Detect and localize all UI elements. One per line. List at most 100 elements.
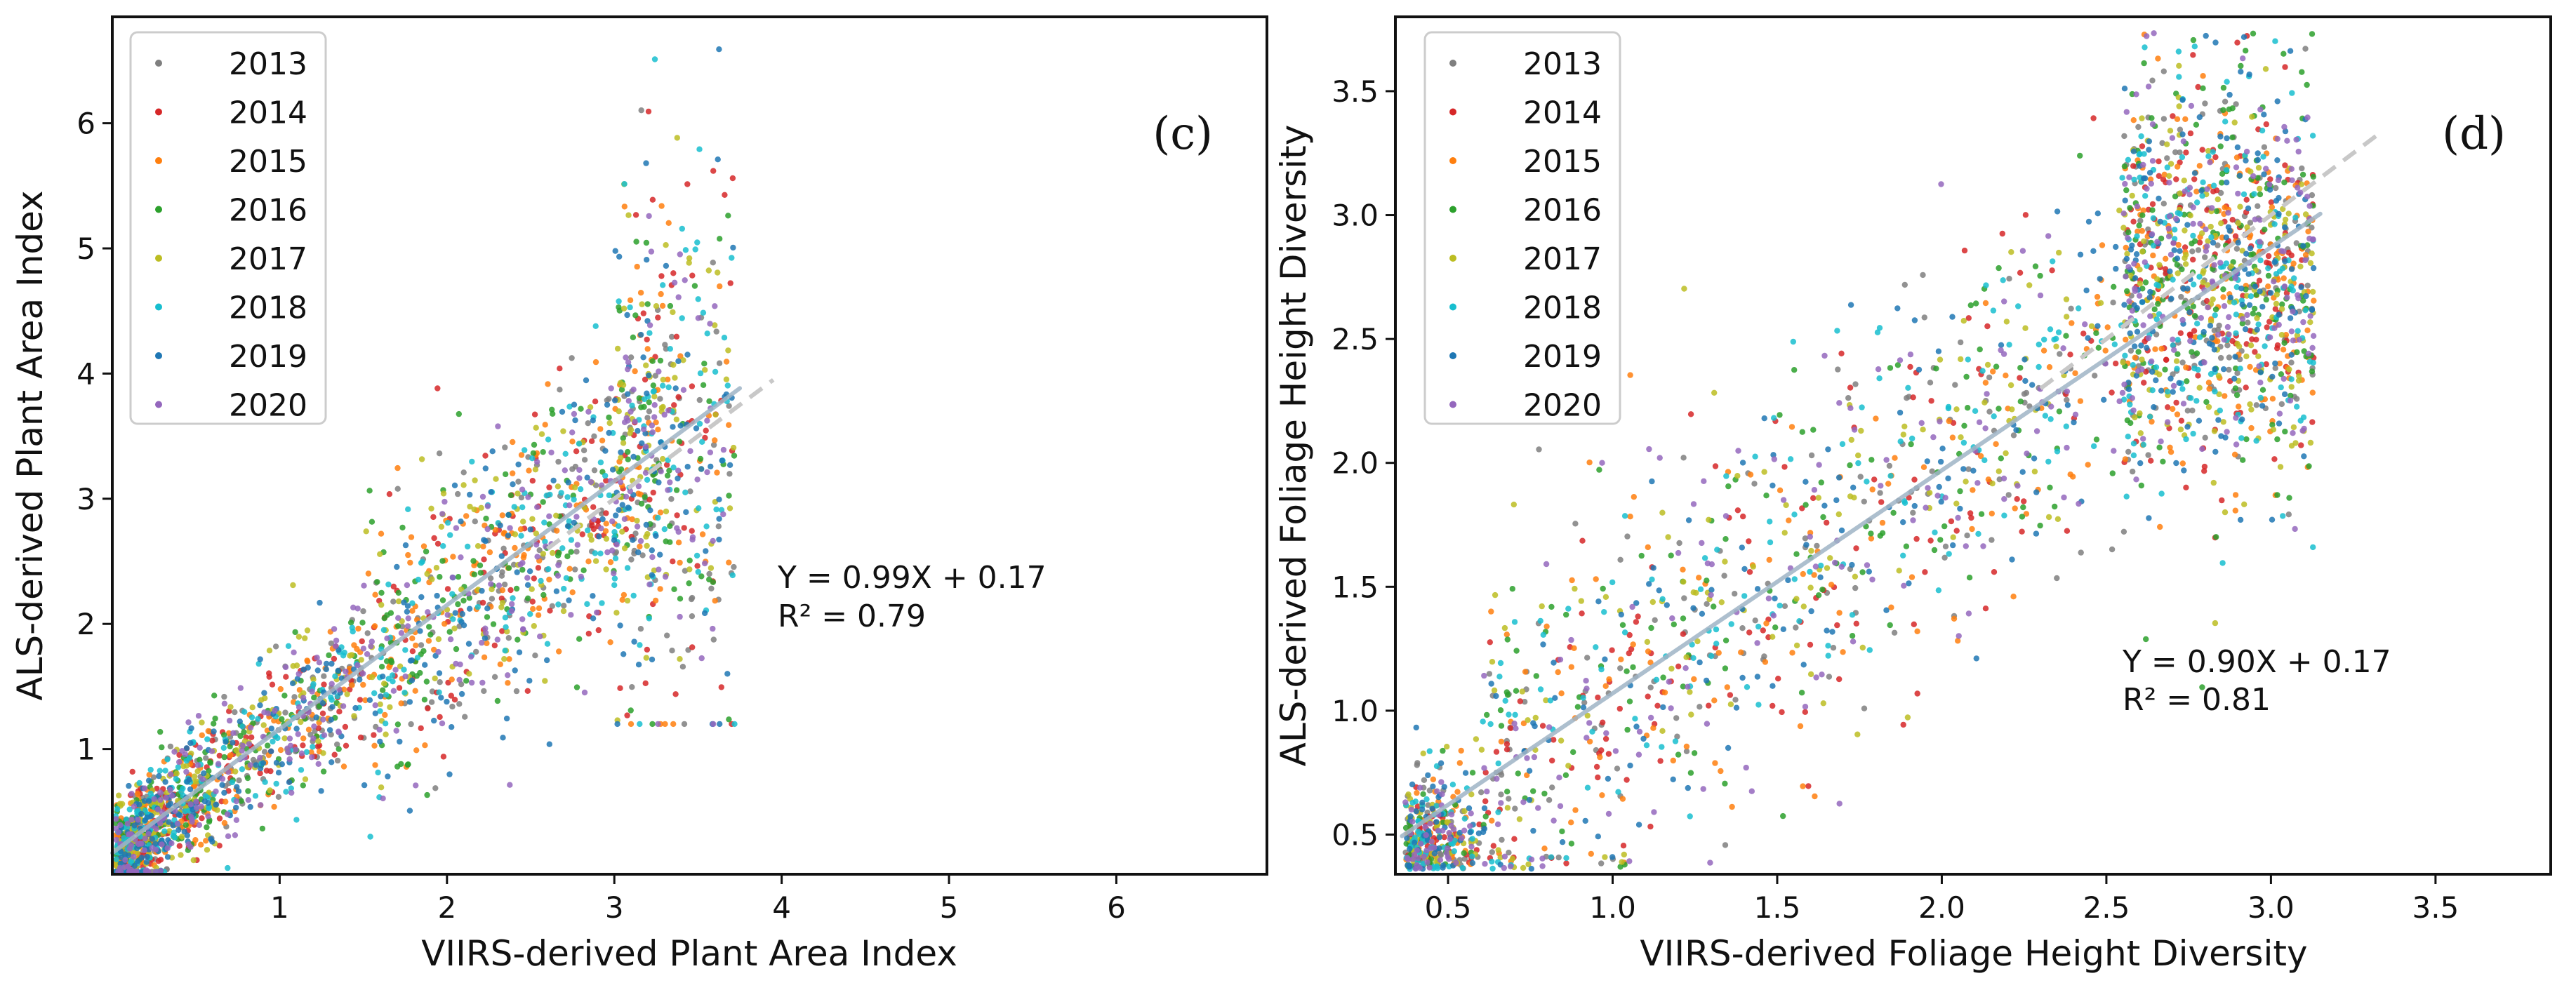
- data-point: [603, 477, 609, 484]
- data-point: [1649, 576, 1655, 582]
- data-point: [138, 810, 145, 817]
- data-point: [2248, 168, 2254, 175]
- data-point: [2017, 269, 2024, 276]
- data-point: [2300, 243, 2306, 249]
- data-point: [336, 709, 343, 715]
- data-point: [1966, 575, 1973, 581]
- data-point: [1803, 542, 1810, 548]
- data-point: [2124, 288, 2130, 295]
- data-point: [176, 843, 182, 849]
- data-point: [653, 303, 660, 309]
- data-point: [317, 599, 323, 606]
- data-point: [409, 677, 416, 683]
- data-point: [372, 702, 378, 709]
- data-point: [171, 749, 178, 755]
- data-point: [2302, 211, 2309, 218]
- data-point: [2269, 516, 2276, 523]
- data-point: [1908, 441, 1914, 448]
- data-point: [2184, 424, 2191, 430]
- data-point: [422, 662, 428, 668]
- data-point: [710, 537, 716, 544]
- data-point: [1478, 789, 1485, 796]
- data-point: [1580, 695, 1586, 701]
- data-point: [1972, 408, 1979, 414]
- data-point: [2173, 176, 2179, 182]
- data-point: [663, 462, 670, 468]
- data-point: [2158, 387, 2165, 394]
- data-point: [489, 586, 495, 593]
- data-point: [2248, 424, 2255, 432]
- data-point: [629, 516, 635, 523]
- data-point: [710, 625, 716, 632]
- data-point: [1851, 495, 1857, 501]
- data-point: [1578, 598, 1584, 604]
- data-point: [569, 355, 575, 361]
- data-point: [481, 537, 487, 543]
- data-point: [2299, 69, 2305, 75]
- data-point: [359, 620, 366, 626]
- data-point: [1547, 697, 1554, 704]
- data-point: [1543, 697, 1549, 704]
- data-point: [1619, 796, 1626, 802]
- data-point: [2165, 404, 2171, 410]
- data-point: [2045, 514, 2052, 521]
- data-point: [1676, 540, 1682, 547]
- data-point: [513, 585, 520, 592]
- data-point: [482, 465, 489, 471]
- data-point: [142, 785, 148, 791]
- data-point: [444, 519, 451, 526]
- data-point: [1779, 709, 1785, 716]
- data-point: [620, 591, 628, 598]
- data-point: [2248, 293, 2255, 300]
- data-point: [2239, 320, 2245, 327]
- data-point: [2077, 251, 2084, 257]
- data-point: [1810, 427, 1817, 433]
- data-point: [328, 759, 335, 765]
- data-point: [621, 181, 628, 187]
- data-point: [335, 667, 341, 674]
- data-point: [332, 673, 338, 680]
- data-point: [326, 652, 332, 659]
- data-point: [2003, 373, 2009, 379]
- data-point: [349, 682, 355, 688]
- data-point: [1861, 705, 1868, 711]
- data-point: [310, 681, 317, 688]
- data-point: [1929, 468, 1935, 474]
- data-point: [1461, 815, 1468, 822]
- data-point: [385, 773, 391, 780]
- data-point: [131, 803, 138, 810]
- data-point: [419, 558, 425, 565]
- data-point: [350, 604, 357, 610]
- data-point: [170, 822, 176, 829]
- data-point: [1633, 600, 1640, 606]
- data-point: [247, 803, 253, 810]
- data-point: [607, 559, 614, 566]
- data-point: [267, 768, 274, 775]
- data-point: [1914, 628, 1920, 634]
- data-point: [178, 852, 184, 858]
- data-point: [1907, 363, 1913, 370]
- data-point: [1497, 660, 1504, 667]
- data-point: [2050, 258, 2056, 265]
- data-point: [1602, 683, 1609, 689]
- data-point: [2220, 84, 2227, 91]
- data-point: [604, 401, 611, 408]
- data-point: [2234, 39, 2240, 46]
- data-point: [1595, 774, 1601, 781]
- data-point: [1900, 721, 1906, 728]
- data-point: [1699, 610, 1706, 617]
- data-point: [483, 515, 489, 522]
- data-point: [404, 608, 411, 615]
- data-point: [1887, 622, 1893, 629]
- data-point: [1958, 434, 1964, 441]
- data-point: [336, 746, 342, 752]
- data-point: [302, 776, 309, 782]
- data-point: [436, 670, 443, 676]
- data-point: [354, 662, 361, 669]
- data-point: [701, 610, 708, 617]
- data-point: [540, 591, 547, 598]
- data-point: [628, 556, 635, 563]
- data-point: [1772, 624, 1779, 631]
- data-point: [258, 697, 265, 703]
